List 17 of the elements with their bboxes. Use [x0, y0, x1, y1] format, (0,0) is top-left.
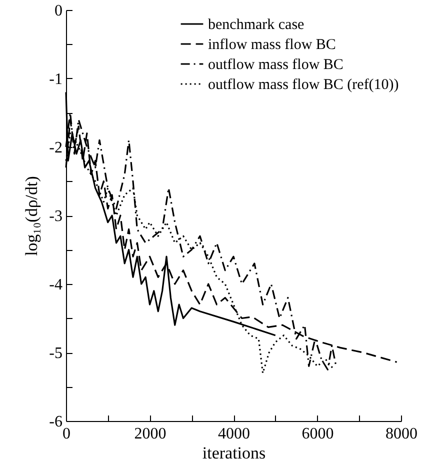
y-tick-label: -6: [49, 414, 62, 430]
y-tick-label: -4: [49, 276, 62, 294]
legend-label: outflow mass flow BC (ref(10)): [208, 77, 399, 93]
legend-label: outflow mass flow BC: [208, 57, 344, 73]
legend-label: benchmark case: [208, 17, 305, 33]
y-tick-label: -3: [49, 208, 62, 225]
y-tick-label: -1: [49, 71, 62, 88]
y-tick-label: -2: [49, 140, 62, 156]
x-tick-label: 4000: [218, 426, 250, 442]
y-axis-title: log₁₀(dρ/dt): [22, 176, 42, 256]
x-tick-label: 2000: [134, 426, 166, 442]
y-tick-label: -5: [49, 345, 62, 362]
x-axis-title: iterations: [202, 444, 266, 462]
legend-label: inflow mass flow BC: [208, 37, 336, 53]
x-tick-label: 8000: [386, 426, 418, 442]
y-tick-label: 0: [54, 2, 62, 20]
x-tick-label: 6000: [302, 426, 334, 442]
